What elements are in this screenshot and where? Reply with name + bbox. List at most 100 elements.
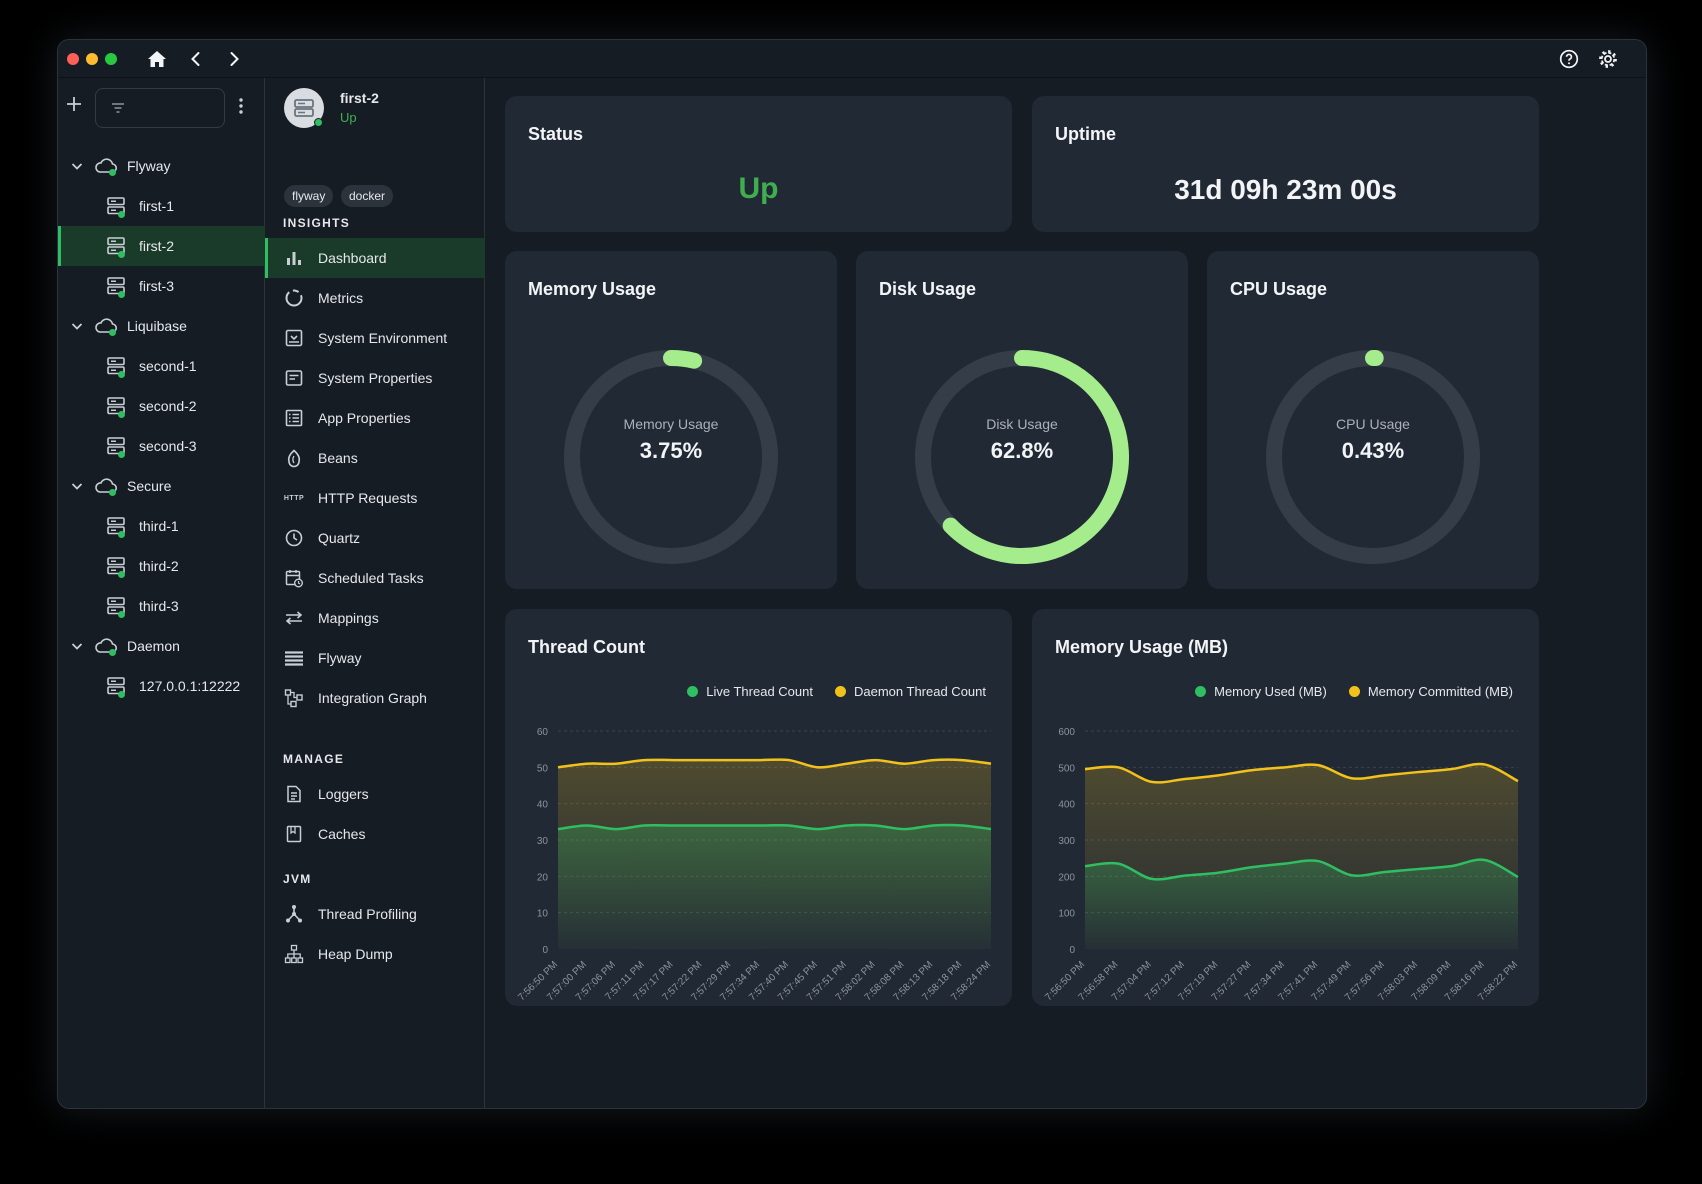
instance-item-127-0-0-1-12222[interactable]: 127.0.0.1:12222 xyxy=(58,666,265,706)
series-line xyxy=(1084,762,1519,784)
server-icon xyxy=(106,395,128,417)
instance-name: first-2 xyxy=(340,90,379,106)
nav-item-label: App Properties xyxy=(318,410,411,426)
nav-item-label: HTTP Requests xyxy=(318,490,418,506)
nav-item-thread-profiling[interactable]: Thread Profiling xyxy=(265,894,485,934)
chevron-down-icon[interactable] xyxy=(70,159,84,173)
cpu-gauge xyxy=(1266,349,1480,564)
chevron-down-icon[interactable] xyxy=(70,479,84,493)
add-instance-button[interactable] xyxy=(66,96,82,112)
close-window-button[interactable] xyxy=(67,53,79,65)
nav-item-label: System Properties xyxy=(318,370,433,386)
y-tick-label: 300 xyxy=(1058,836,1075,847)
nav-item-http-requests[interactable]: HTTP HTTP Requests xyxy=(265,478,485,518)
title-bar xyxy=(58,40,1646,78)
instance-item-second-2[interactable]: second-2 xyxy=(58,386,265,426)
cloud-icon xyxy=(94,156,118,176)
y-tick-label: 0 xyxy=(1069,945,1075,956)
nav-item-system-properties[interactable]: System Properties xyxy=(265,358,485,398)
tag-docker[interactable]: docker xyxy=(341,185,394,207)
chevron-down-icon[interactable] xyxy=(70,319,84,333)
help-icon[interactable] xyxy=(1558,48,1580,70)
group-daemon[interactable]: Daemon xyxy=(58,626,265,666)
download-box-icon xyxy=(284,328,304,348)
nav-item-metrics[interactable]: Metrics xyxy=(265,278,485,318)
nav-item-system-environment[interactable]: System Environment xyxy=(265,318,485,358)
memory-usage-card: Memory Usage Memory Usage 3.75% xyxy=(505,251,837,589)
http-icon: HTTP xyxy=(283,494,305,502)
cloud-icon xyxy=(94,636,118,656)
instance-label: second-1 xyxy=(139,358,197,374)
nav-item-quartz[interactable]: Quartz xyxy=(265,518,485,558)
instance-item-third-2[interactable]: third-2 xyxy=(58,546,265,586)
instance-label: second-2 xyxy=(139,398,197,414)
series-area xyxy=(1085,859,1518,949)
swap-arrows-icon xyxy=(284,608,304,628)
back-icon[interactable] xyxy=(185,48,207,70)
status-dot xyxy=(118,211,125,218)
chevron-down-icon[interactable] xyxy=(70,639,84,653)
donut-chart-icon xyxy=(284,288,304,308)
forward-icon[interactable] xyxy=(223,48,245,70)
cpu-gauge-label: CPU Usage xyxy=(1336,416,1410,432)
status-dot xyxy=(109,329,116,336)
memory-gauge-value: 3.75% xyxy=(639,438,703,463)
group-label: Secure xyxy=(127,478,172,494)
nav-item-caches[interactable]: Caches xyxy=(265,814,485,854)
instance-label: 127.0.0.1:12222 xyxy=(139,678,241,694)
graph-icon xyxy=(284,688,304,708)
minimize-window-button[interactable] xyxy=(86,53,98,65)
group-liquibase[interactable]: Liquibase xyxy=(58,306,265,346)
filter-input[interactable] xyxy=(95,88,225,128)
server-icon xyxy=(106,515,128,537)
nav-item-beans[interactable]: Beans xyxy=(265,438,485,478)
legend-memory-used[interactable]: Memory Used (MB) xyxy=(1195,684,1327,699)
group-secure[interactable]: Secure xyxy=(58,466,265,506)
server-icon xyxy=(294,99,314,117)
y-tick-label: 0 xyxy=(542,945,548,956)
thread-count-card: Thread Count Live Thread Count Daemon Th… xyxy=(505,609,1012,1006)
nav-item-label: Mappings xyxy=(318,610,379,626)
nav-item-heap-dump[interactable]: Heap Dump xyxy=(265,934,485,974)
nav-item-integration-graph[interactable]: Integration Graph xyxy=(265,678,485,718)
group-flyway[interactable]: Flyway xyxy=(58,146,265,186)
y-tick-label: 10 xyxy=(537,909,549,920)
legend-live-thread-count[interactable]: Live Thread Count xyxy=(687,684,813,699)
app-window: Flyway first-1 first-2 first-3 Liquibase seco… xyxy=(57,39,1647,1109)
section-manage_title: MANAGE xyxy=(283,752,345,766)
instance-item-second-1[interactable]: second-1 xyxy=(58,346,265,386)
instance-item-third-3[interactable]: third-3 xyxy=(58,586,265,626)
instance-item-second-3[interactable]: second-3 xyxy=(58,426,265,466)
maximize-window-button[interactable] xyxy=(105,53,117,65)
nav-item-app-properties[interactable]: App Properties xyxy=(265,398,485,438)
uptime-card-title: Uptime xyxy=(1055,124,1117,144)
legend-memory-committed[interactable]: Memory Committed (MB) xyxy=(1348,684,1513,699)
nav-item-scheduled-tasks[interactable]: Scheduled Tasks xyxy=(265,558,485,598)
instance-item-first-3[interactable]: first-3 xyxy=(58,266,265,306)
nav-item-dashboard[interactable]: Dashboard xyxy=(265,238,485,278)
y-tick-label: 30 xyxy=(537,836,549,847)
nav-item-label: Dashboard xyxy=(318,250,387,266)
instance-item-third-1[interactable]: third-1 xyxy=(58,506,265,546)
nav-item-label: Flyway xyxy=(318,650,362,666)
nav-item-loggers[interactable]: Loggers xyxy=(265,774,485,814)
more-options-button[interactable] xyxy=(238,96,244,116)
memory-mb-card: Memory Usage (MB) Memory Used (MB) Memor… xyxy=(1032,609,1539,1006)
nav-item-mappings[interactable]: Mappings xyxy=(265,598,485,638)
instance-label: second-3 xyxy=(139,438,197,454)
series-line xyxy=(1084,858,1519,881)
legend-daemon-thread-count[interactable]: Daemon Thread Count xyxy=(834,684,986,699)
server-icon xyxy=(106,235,128,257)
instance-item-first-1[interactable]: first-1 xyxy=(58,186,265,226)
instance-item-first-2[interactable]: first-2 xyxy=(58,226,265,266)
settings-icon[interactable] xyxy=(1597,48,1619,70)
y-tick-label: 40 xyxy=(537,800,549,811)
nav-item-label: Loggers xyxy=(318,786,369,802)
home-icon[interactable] xyxy=(146,48,168,70)
tag-flyway[interactable]: flyway xyxy=(284,185,334,207)
nav-item-flyway[interactable]: Flyway xyxy=(265,638,485,678)
disk-gauge xyxy=(915,350,1129,564)
status-dot xyxy=(118,411,125,418)
series-area xyxy=(558,825,991,949)
server-icon xyxy=(106,195,128,217)
